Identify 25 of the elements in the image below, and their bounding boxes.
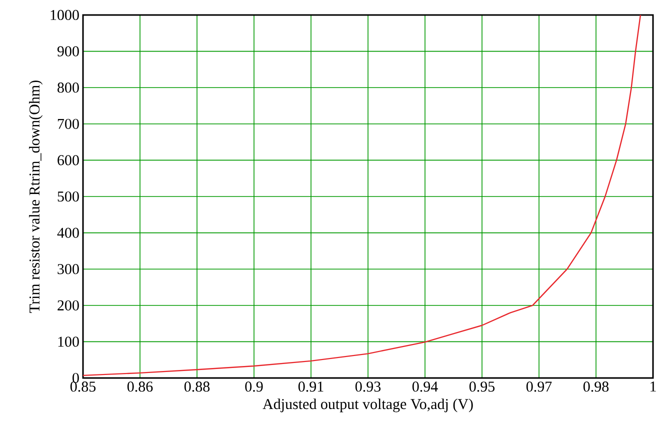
x-tick-label: 0.85 [70, 382, 96, 392]
line-series [83, 14, 642, 376]
y-tick-label: 900 [57, 46, 79, 56]
y-tick-label: 0 [72, 372, 79, 384]
x-tick-label: 0.88 [184, 382, 210, 392]
y-tick-label: 800 [58, 82, 79, 93]
y-tick-label: 600 [58, 155, 79, 166]
y-tick-label: 200 [58, 300, 79, 310]
x-tick-label: 0.86 [127, 382, 153, 392]
x-tick-label: 0.93 [355, 382, 381, 392]
x-tick-label: 0.94 [412, 382, 438, 392]
x-tick-label: 0.98 [583, 382, 609, 392]
y-tick-label: 100 [58, 336, 79, 347]
x-tick-label: 1 [650, 382, 656, 392]
x-tick-label: 0.91 [298, 382, 324, 392]
x-tick-label: 0.97 [526, 382, 552, 392]
y-axis-title: Trim resistor value Rtrim_down(Ohm) [29, 80, 43, 313]
y-tick-label: 1000 [50, 10, 79, 20]
y-tick-label: 300 [58, 264, 79, 274]
x-axis-title: Adjusted output voltage Vo,adj (V) [262, 398, 473, 412]
y-tick-label: 700 [58, 118, 79, 129]
y-tick-label: 400 [57, 228, 79, 238]
x-tick-label: 0.9 [245, 382, 263, 392]
y-tick-label: 500 [58, 191, 79, 202]
x-tick-label: 0.95 [469, 382, 495, 392]
